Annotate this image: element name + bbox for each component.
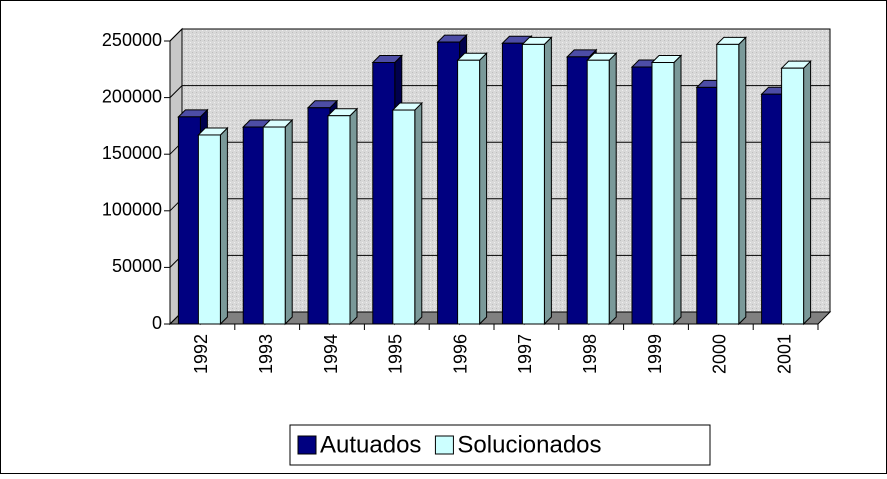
bar — [197, 126, 229, 326]
x-tick-label: 2000 — [710, 334, 730, 374]
bar-side — [738, 36, 747, 326]
bar-front — [262, 126, 286, 325]
y-tick-label: 150000 — [102, 143, 162, 163]
bar-front — [392, 109, 416, 325]
bar-side — [219, 126, 228, 326]
legend-label: Autuados — [320, 431, 421, 458]
x-tick-label: 1992 — [191, 334, 211, 374]
bar-front — [521, 43, 545, 325]
grid-line — [169, 28, 830, 42]
bar-front — [566, 56, 590, 325]
y-tick-label: 250000 — [102, 30, 162, 50]
legend-swatch — [297, 435, 317, 455]
bar-front — [781, 67, 805, 325]
bar-front — [716, 43, 740, 325]
bar-side — [284, 118, 293, 326]
legend-box — [289, 424, 711, 466]
bar — [521, 36, 553, 326]
bar-side — [543, 36, 552, 326]
y-tick-label: 50000 — [112, 256, 162, 276]
y-tick-label: 0 — [152, 313, 162, 333]
y-tick-label: 200000 — [102, 86, 162, 106]
x-tick-label: 1999 — [645, 334, 665, 374]
bar-front — [651, 62, 675, 325]
bar-front — [761, 93, 785, 325]
x-tick-label: 1995 — [386, 334, 406, 374]
bar-front — [437, 41, 461, 325]
bar — [780, 59, 812, 326]
bar — [326, 107, 359, 326]
bar-side — [608, 52, 617, 326]
bar-side — [803, 59, 812, 326]
bar-front — [327, 115, 351, 325]
legend-label: Solucionados — [457, 431, 601, 458]
x-tick-label: 1994 — [321, 334, 341, 374]
bar-front — [501, 42, 525, 325]
x-tick-label: 2001 — [774, 334, 794, 374]
bar-front — [372, 62, 396, 325]
bar-front — [242, 126, 266, 325]
bar-front — [197, 134, 221, 325]
legend-swatch — [434, 435, 454, 455]
bar — [585, 52, 618, 326]
bar-side — [673, 54, 682, 326]
x-tick-label: 1993 — [256, 334, 276, 374]
y-tick-label: 100000 — [102, 200, 162, 220]
bar — [456, 52, 488, 326]
bar-front — [586, 59, 610, 325]
bar — [715, 36, 748, 326]
x-tick-label: 1997 — [515, 334, 535, 374]
bar-front — [631, 66, 655, 325]
bar-front — [307, 107, 331, 325]
bar — [650, 54, 683, 326]
bar — [391, 101, 424, 326]
x-tick-label: 1998 — [580, 334, 600, 374]
bar-side — [349, 107, 358, 326]
bar-front — [696, 86, 720, 325]
bar-front — [457, 59, 481, 325]
bar — [261, 118, 294, 326]
bar-side — [479, 52, 488, 326]
x-tick-label: 1996 — [450, 334, 470, 374]
bar-front — [177, 116, 201, 325]
bar-side — [414, 101, 423, 326]
